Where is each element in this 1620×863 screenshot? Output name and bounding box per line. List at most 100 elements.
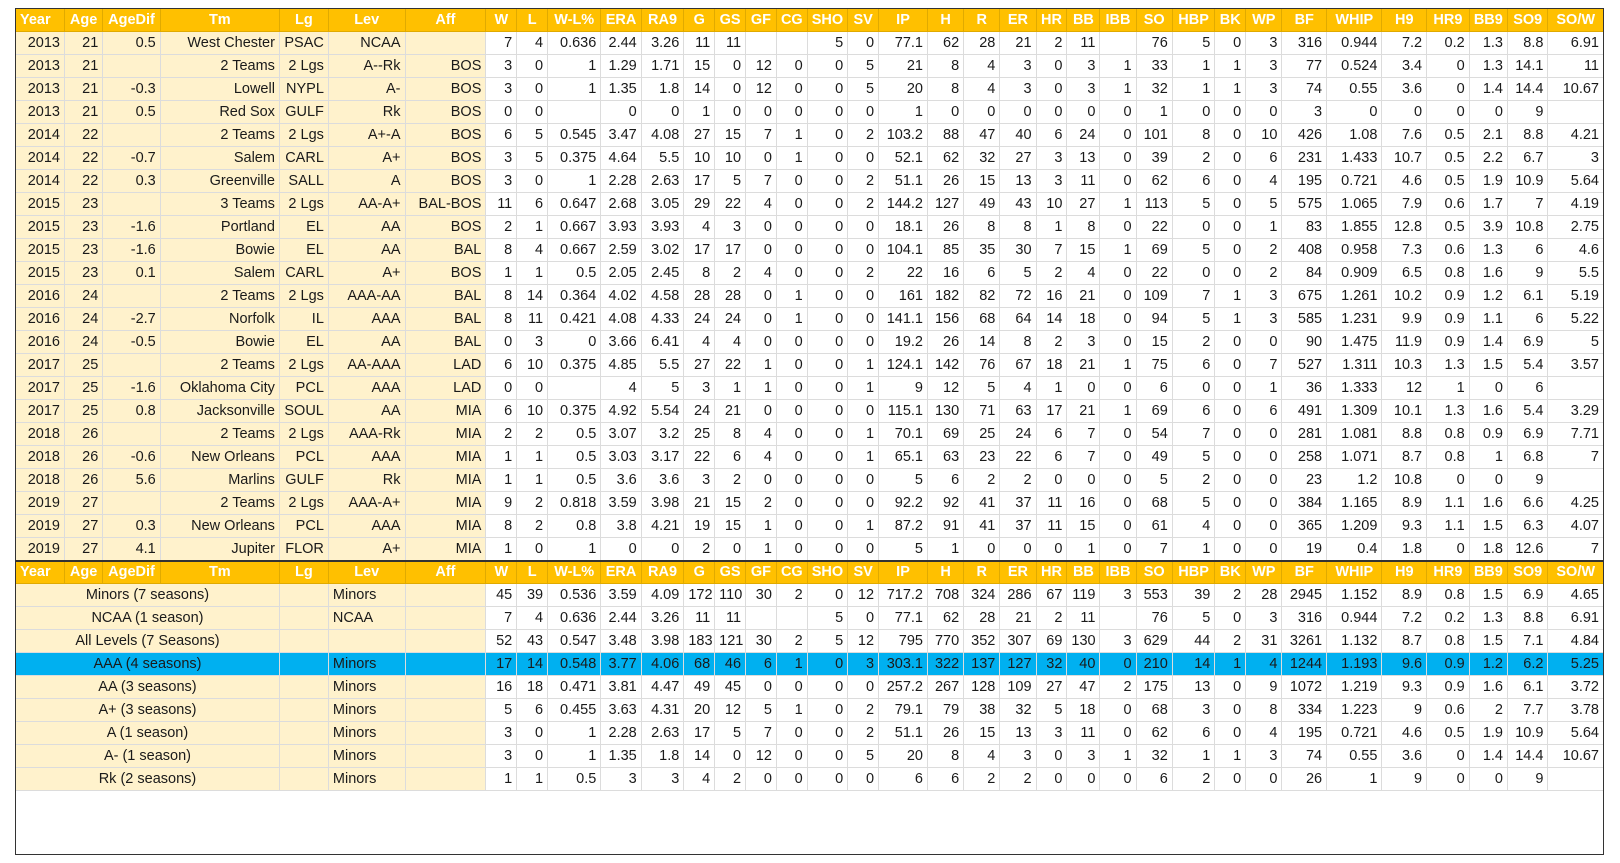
- cell-g[interactable]: 17: [683, 721, 716, 745]
- summary-aff[interactable]: [404, 652, 487, 676]
- cell-r[interactable]: 76: [963, 353, 1001, 377]
- cell-ra9[interactable]: 5.5: [640, 146, 685, 170]
- cell-so-w[interactable]: 7.71: [1547, 422, 1604, 446]
- cell-so-w[interactable]: 4.6: [1547, 238, 1604, 262]
- cell-wp[interactable]: 1: [1245, 376, 1283, 400]
- cell-era[interactable]: 1.35: [600, 744, 642, 768]
- cell-lev[interactable]: AA-A+: [327, 192, 406, 216]
- summary-label[interactable]: AAA (4 seasons): [15, 652, 280, 676]
- cell-h9[interactable]: 1.8: [1381, 537, 1428, 561]
- cell-era[interactable]: 4.02: [600, 284, 642, 308]
- cell-hbp[interactable]: 6: [1171, 353, 1216, 377]
- cell-l[interactable]: 14: [516, 652, 549, 676]
- cell-w[interactable]: 16: [485, 675, 518, 699]
- cell-bb[interactable]: 18: [1066, 698, 1101, 722]
- cell-w-l-[interactable]: 0.375: [547, 146, 602, 170]
- cell-ra9[interactable]: 2.63: [640, 721, 685, 745]
- cell-hr9[interactable]: 1.3: [1426, 399, 1470, 423]
- cell-ip[interactable]: 257.2: [878, 675, 928, 699]
- cell-cg[interactable]: 0: [775, 399, 808, 423]
- cell-hbp[interactable]: 1: [1171, 537, 1216, 561]
- cell-ibb[interactable]: 0: [1099, 468, 1137, 492]
- column-header-era[interactable]: ERA: [600, 559, 642, 584]
- cell-tm[interactable]: Bowie: [159, 330, 280, 354]
- cell-tm[interactable]: Oklahoma City: [159, 376, 280, 400]
- cell-er[interactable]: 0: [999, 537, 1037, 561]
- cell-bb9[interactable]: 2.2: [1468, 146, 1508, 170]
- cell-bf[interactable]: 316: [1281, 31, 1328, 55]
- cell-h9[interactable]: 3.6: [1381, 744, 1428, 768]
- cell-so9[interactable]: 7: [1506, 192, 1549, 216]
- cell-bb9[interactable]: 1.2: [1468, 652, 1508, 676]
- cell-bb9[interactable]: 1: [1468, 445, 1508, 469]
- cell-gs[interactable]: 15: [714, 514, 747, 538]
- cell-sv[interactable]: 1: [847, 376, 880, 400]
- cell-age[interactable]: 21: [63, 31, 104, 55]
- cell-whip[interactable]: 1.223: [1326, 698, 1383, 722]
- cell-bk[interactable]: 0: [1214, 537, 1247, 561]
- cell-bb9[interactable]: 0: [1468, 100, 1508, 124]
- cell-wp[interactable]: 3: [1245, 31, 1283, 55]
- cell-so[interactable]: 5: [1135, 468, 1173, 492]
- cell-h[interactable]: 8: [926, 54, 965, 78]
- cell-w-l-[interactable]: 0.545: [547, 123, 602, 147]
- cell-bk[interactable]: 0: [1214, 353, 1247, 377]
- cell-so-w[interactable]: 3: [1547, 146, 1604, 170]
- cell-w[interactable]: 3: [485, 744, 518, 768]
- cell-cg[interactable]: 0: [775, 353, 808, 377]
- cell-bb[interactable]: 4: [1066, 261, 1101, 285]
- cell-hbp[interactable]: 2: [1171, 468, 1216, 492]
- cell-lev[interactable]: A-: [327, 77, 406, 101]
- cell-cg[interactable]: 1: [775, 123, 808, 147]
- cell-w[interactable]: 0: [485, 100, 518, 124]
- cell-hbp[interactable]: 13: [1171, 675, 1216, 699]
- cell-sv[interactable]: 1: [847, 514, 880, 538]
- cell-aff[interactable]: MIA: [404, 468, 487, 492]
- cell-agedif[interactable]: 0.5: [102, 31, 161, 55]
- cell-bb9[interactable]: 0: [1468, 767, 1508, 791]
- cell-aff[interactable]: BOS: [404, 146, 487, 170]
- cell-so9[interactable]: 6.8: [1506, 445, 1549, 469]
- cell-h9[interactable]: 9.6: [1381, 652, 1428, 676]
- cell-ibb[interactable]: 0: [1099, 445, 1137, 469]
- cell-er[interactable]: 4: [999, 376, 1037, 400]
- cell-gs[interactable]: 0: [714, 100, 747, 124]
- cell-bk[interactable]: 2: [1214, 629, 1247, 653]
- cell-hbp[interactable]: 14: [1171, 652, 1216, 676]
- cell-lg[interactable]: GULF: [278, 100, 329, 124]
- cell-g[interactable]: 24: [683, 399, 716, 423]
- cell-wp[interactable]: 4: [1245, 721, 1283, 745]
- cell-hbp[interactable]: 5: [1171, 31, 1216, 55]
- cell-bk[interactable]: 0: [1214, 422, 1247, 446]
- cell-h[interactable]: 142: [926, 353, 965, 377]
- cell-hr[interactable]: 0: [1035, 77, 1068, 101]
- cell-l[interactable]: 0: [516, 169, 549, 193]
- cell-ip[interactable]: 103.2: [878, 123, 928, 147]
- cell-cg[interactable]: 0: [775, 445, 808, 469]
- cell-so[interactable]: 33: [1135, 54, 1173, 78]
- cell-w[interactable]: 1: [485, 445, 518, 469]
- cell-h[interactable]: 8: [926, 744, 965, 768]
- cell-ibb[interactable]: 0: [1099, 767, 1137, 791]
- cell-h[interactable]: 130: [926, 399, 965, 423]
- cell-so[interactable]: 39: [1135, 146, 1173, 170]
- cell-agedif[interactable]: -0.5: [102, 330, 161, 354]
- cell-lg[interactable]: 2 Lgs: [278, 491, 329, 515]
- cell-bk[interactable]: 1: [1214, 744, 1247, 768]
- cell-age[interactable]: 23: [63, 261, 104, 285]
- cell-gf[interactable]: 2: [745, 491, 777, 515]
- cell-ra9[interactable]: 3.93: [640, 215, 685, 239]
- column-header-so[interactable]: SO: [1135, 8, 1173, 32]
- column-header-hr9[interactable]: HR9: [1426, 8, 1470, 32]
- cell-h[interactable]: 26: [926, 169, 965, 193]
- cell-hr[interactable]: 5: [1035, 698, 1068, 722]
- cell-r[interactable]: 4: [963, 744, 1001, 768]
- cell-w[interactable]: 7: [485, 606, 518, 630]
- cell-bf[interactable]: 195: [1281, 169, 1328, 193]
- cell-ra9[interactable]: 1.8: [640, 77, 685, 101]
- cell-cg[interactable]: 0: [775, 192, 808, 216]
- column-header-lg[interactable]: Lg: [278, 559, 329, 584]
- cell-aff[interactable]: BOS: [404, 100, 487, 124]
- column-header-tm[interactable]: Tm: [159, 8, 280, 32]
- cell-ra9[interactable]: 3.26: [640, 606, 685, 630]
